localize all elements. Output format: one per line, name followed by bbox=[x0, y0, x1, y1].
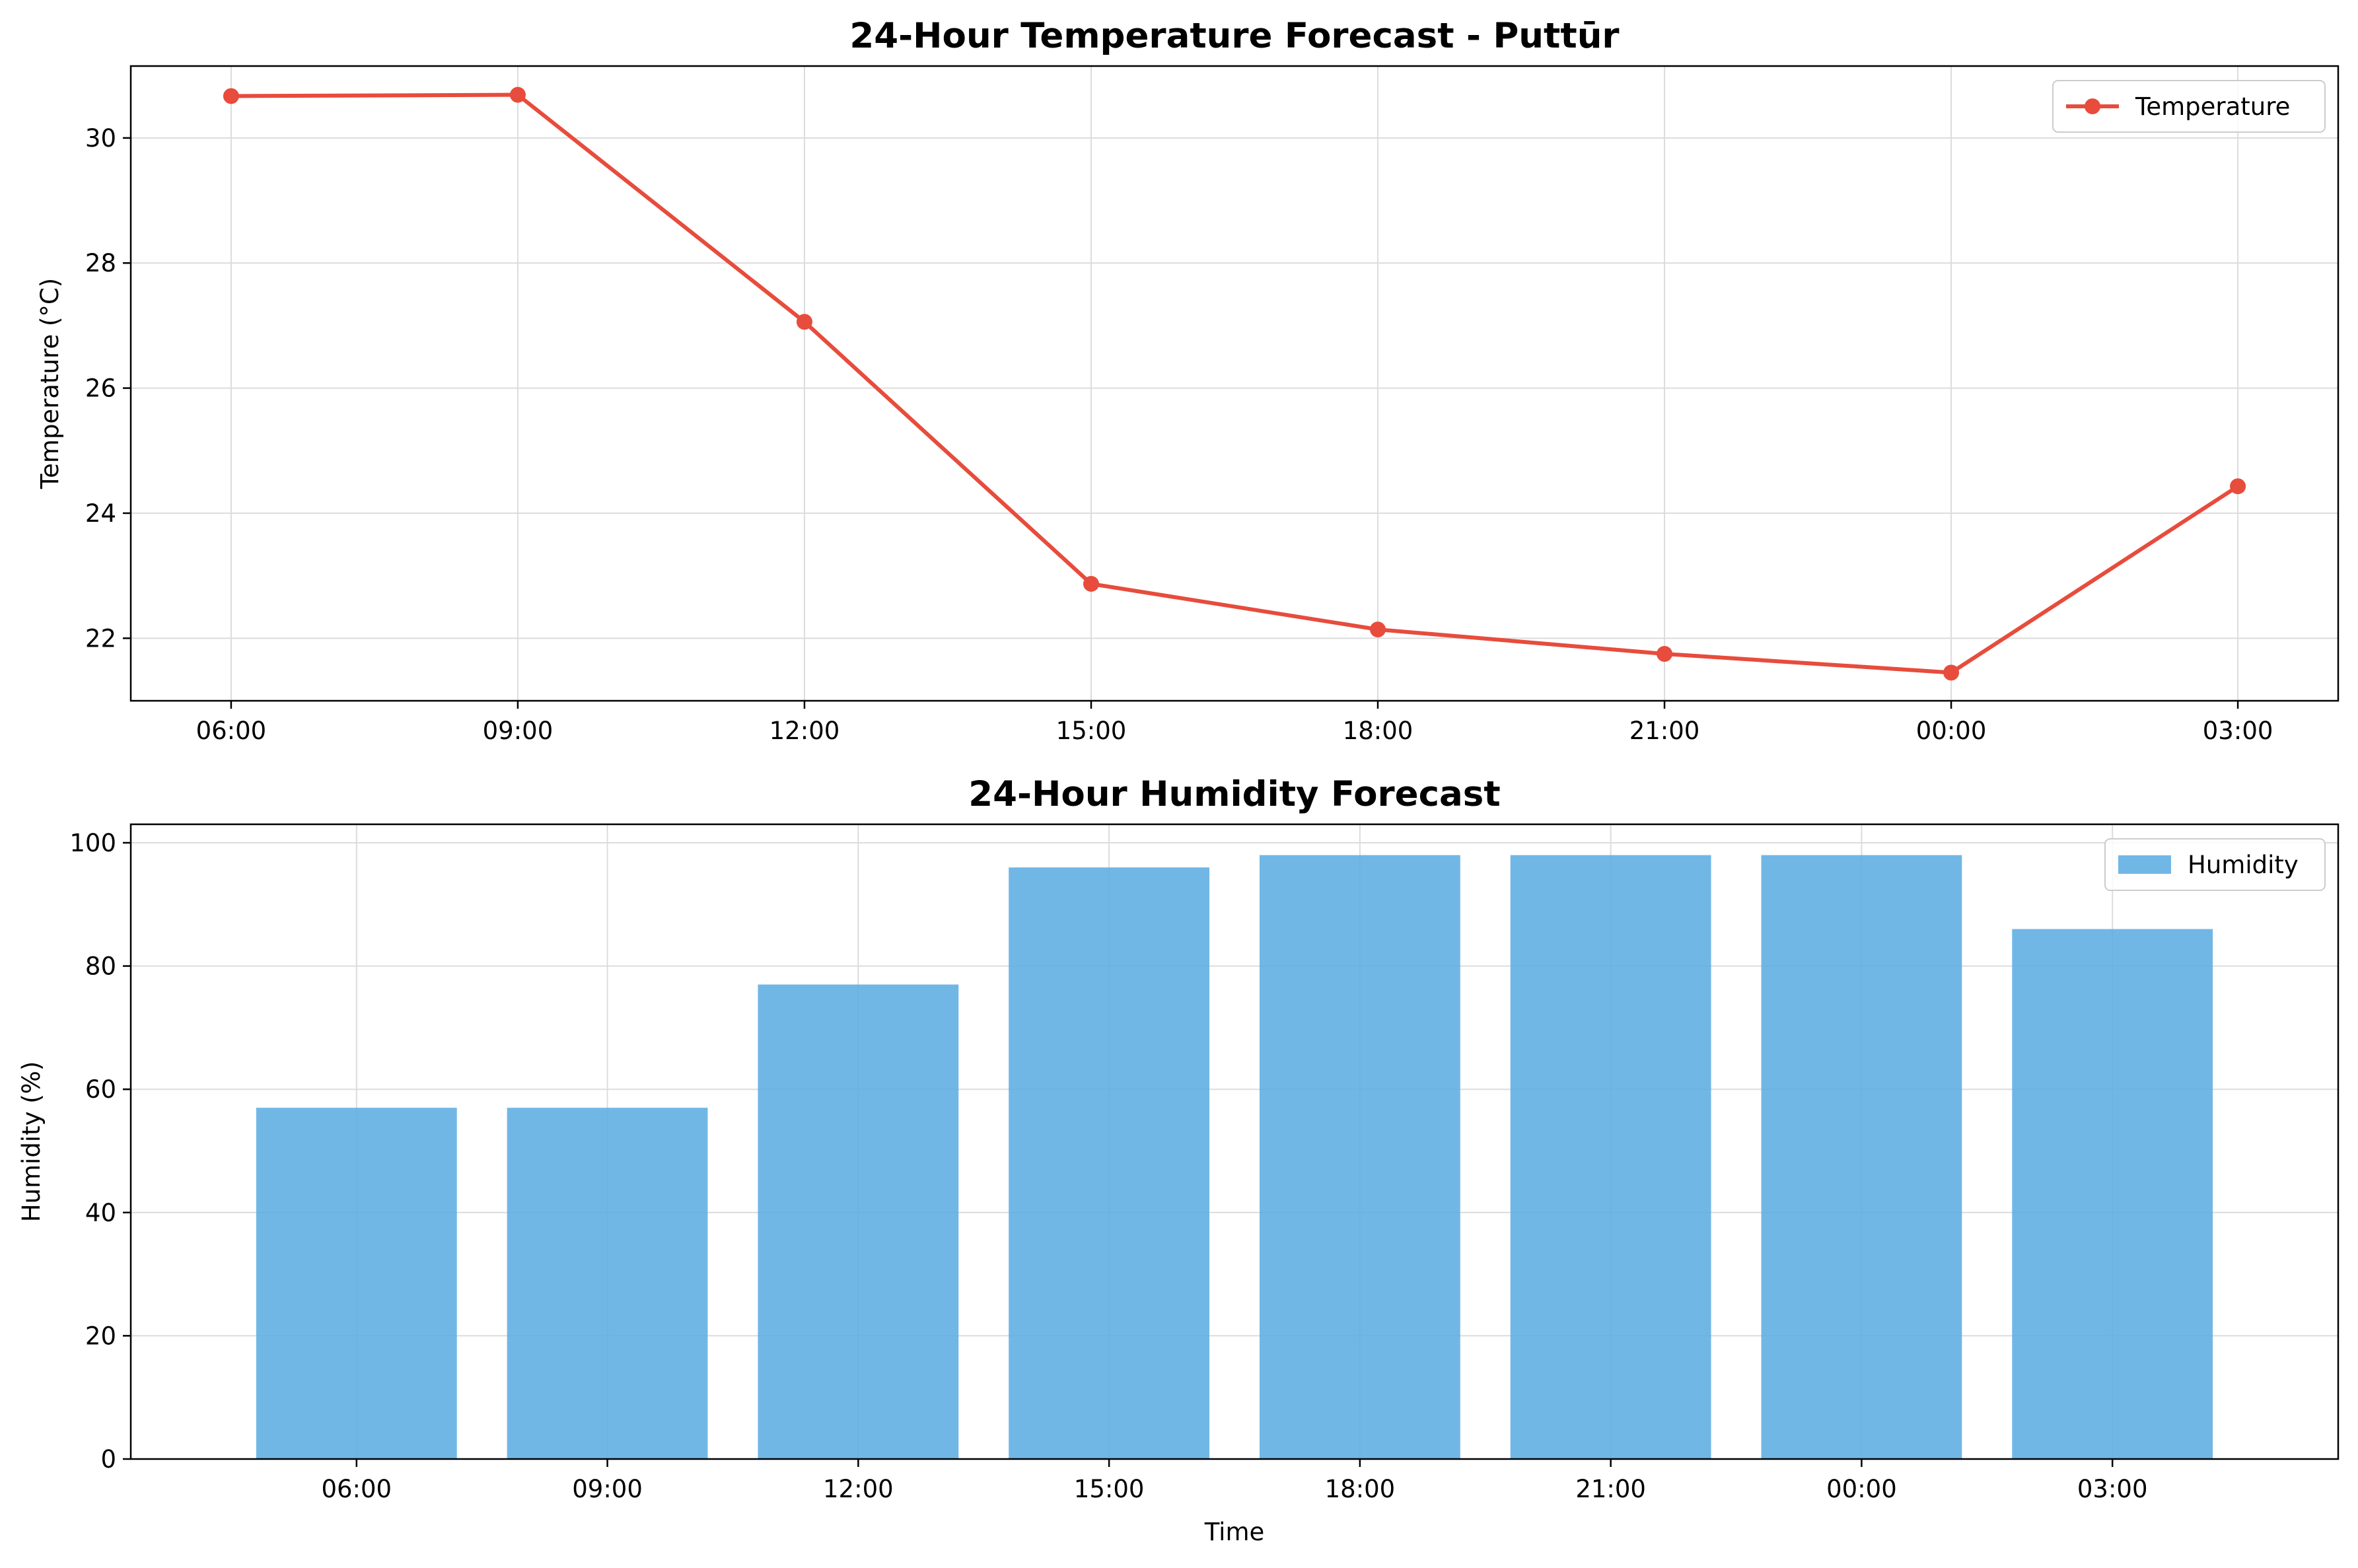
chart-title: 24-Hour Temperature Forecast - Puttūr bbox=[849, 16, 1619, 56]
temperature-point bbox=[223, 88, 239, 104]
x-tick-label: 12:00 bbox=[769, 717, 840, 745]
legend-bar-swatch bbox=[2118, 855, 2171, 874]
y-tick-label: 40 bbox=[85, 1199, 116, 1227]
humidity-bar bbox=[2012, 929, 2213, 1459]
y-tick-label: 20 bbox=[85, 1322, 116, 1350]
humidity-panel: 0 20 40 60 80 100 06:00 09:00 12:00 15:00 18:00 21:… bbox=[17, 774, 2340, 1546]
legend-marker bbox=[2085, 98, 2100, 114]
x-tick-label: 00:00 bbox=[1826, 1475, 1897, 1503]
humidity-bar bbox=[1761, 855, 1962, 1459]
y-tick-label: 28 bbox=[85, 249, 116, 277]
axes-frame bbox=[129, 823, 2340, 1460]
temperature-point bbox=[796, 314, 812, 330]
temperature-line bbox=[231, 92, 2239, 675]
temperature-panel: 22 24 26 28 30 06:00 09:00 12:00 15:00 18:00 21:00… bbox=[36, 16, 2340, 745]
x-tick-label: 03:00 bbox=[2077, 1475, 2148, 1503]
y-tick-label: 80 bbox=[85, 952, 116, 981]
x-tick-label: 18:00 bbox=[1325, 1475, 1396, 1503]
chart-title: 24-Hour Humidity Forecast bbox=[968, 774, 1500, 814]
legend-label: Temperature bbox=[2135, 92, 2290, 121]
x-axis-label: Time bbox=[1204, 1518, 1265, 1546]
y-tick-label: 22 bbox=[85, 624, 116, 653]
humidity-bar bbox=[507, 1108, 708, 1459]
temperature-point bbox=[1083, 575, 1099, 592]
x-tick-label: 21:00 bbox=[1629, 717, 1700, 745]
x-tick-label: 09:00 bbox=[572, 1475, 643, 1503]
x-tick-label: 06:00 bbox=[196, 717, 267, 745]
y-tick-label: 30 bbox=[85, 124, 116, 153]
legend: Humidity bbox=[2104, 838, 2326, 891]
humidity-bar bbox=[758, 984, 959, 1459]
legend: Temperature bbox=[2052, 80, 2326, 133]
x-tick-label: 03:00 bbox=[2203, 717, 2273, 745]
temperature-point bbox=[1657, 645, 1673, 662]
y-tick-label: 60 bbox=[85, 1075, 116, 1104]
grid-lines bbox=[131, 66, 2338, 701]
y-axis-label: Temperature (°C) bbox=[36, 278, 64, 489]
humidity-bar bbox=[1259, 855, 1460, 1459]
legend-box bbox=[2052, 80, 2326, 133]
x-tick-label: 09:00 bbox=[483, 717, 554, 745]
humidity-bar bbox=[1510, 855, 1711, 1459]
x-tick-label: 00:00 bbox=[1916, 717, 1987, 745]
legend-label: Humidity bbox=[2188, 851, 2299, 879]
x-tick-label: 12:00 bbox=[823, 1475, 894, 1503]
y-tick-label: 0 bbox=[100, 1445, 116, 1474]
y-axis-label: Humidity (%) bbox=[17, 1061, 46, 1223]
humidity-bar bbox=[256, 1108, 457, 1459]
y-tick-label: 26 bbox=[85, 374, 116, 403]
axes-frame bbox=[129, 65, 2340, 702]
temperature-point bbox=[1370, 622, 1386, 638]
legend-box bbox=[2104, 838, 2326, 891]
temperature-point bbox=[1943, 664, 1960, 681]
x-tick-label: 15:00 bbox=[1074, 1475, 1145, 1503]
temperature-point bbox=[509, 87, 526, 103]
x-tick-label: 06:00 bbox=[321, 1475, 392, 1503]
y-tick-label: 24 bbox=[85, 499, 116, 528]
humidity-bar bbox=[1009, 867, 1210, 1459]
y-tick-label: 100 bbox=[69, 829, 116, 857]
temperature-point bbox=[2230, 478, 2246, 495]
x-tick-label: 15:00 bbox=[1056, 717, 1127, 745]
x-tick-label: 21:00 bbox=[1575, 1475, 1646, 1503]
x-tick-label: 18:00 bbox=[1343, 717, 1413, 745]
